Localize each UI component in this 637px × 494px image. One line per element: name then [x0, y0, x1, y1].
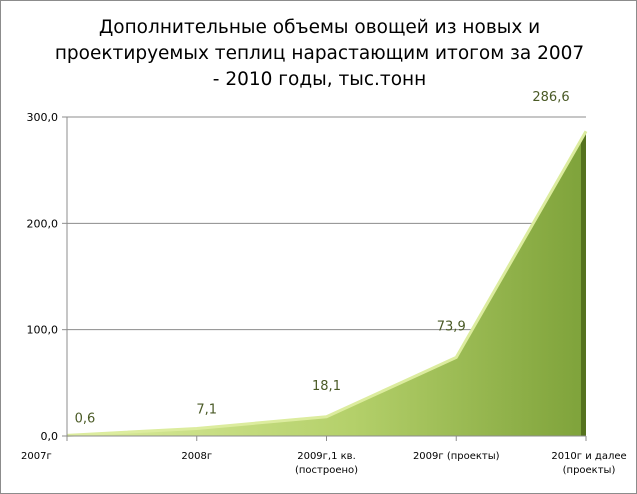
x-category-label-line: 2009г (проекты) [413, 451, 500, 462]
chart-title-line-1: Дополнительные объемы овощей из новых и [98, 17, 541, 38]
x-category-label-line: (построено) [295, 465, 358, 476]
x-category-label: 2008г [181, 451, 212, 462]
chart-title-line-3: - 2010 годы, тыс.тонн [212, 69, 427, 90]
chart-title: Дополнительные объемы овощей из новых и … [21, 15, 618, 93]
x-category-label: 2007г [21, 451, 52, 462]
y-tick-label: 200,0 [27, 217, 59, 230]
x-category-label-line: (проекты) [563, 465, 616, 476]
area-series [67, 131, 586, 437]
y-tick-label: 100,0 [27, 324, 59, 337]
data-label: 7,1 [196, 402, 217, 417]
data-label: 73,9 [437, 319, 466, 334]
x-category-label-line: 2009г,1 кв. [297, 451, 356, 462]
area-edge-shadow [581, 131, 586, 437]
y-tick-label: 300,0 [27, 111, 59, 124]
x-category-label-line: 2007г [21, 451, 52, 462]
area-top-line [66, 130, 588, 437]
x-category-label: 2009г,1 кв. (построено) [295, 451, 358, 476]
data-label: 18,1 [312, 379, 341, 394]
y-tick-label: 0,0 [41, 430, 59, 443]
x-category-label: 2009г (проекты) [413, 451, 500, 462]
data-label: 0,6 [75, 411, 96, 426]
x-category-label: 2010г и далее (проекты) [551, 451, 626, 476]
data-label: 286,6 [532, 90, 569, 105]
x-category-label-line: 2010г и далее [551, 451, 626, 462]
chart-title-line-2: проектируемых теплиц нарастающим итогом … [54, 43, 585, 64]
x-category-label-line: 2008г [181, 451, 212, 462]
